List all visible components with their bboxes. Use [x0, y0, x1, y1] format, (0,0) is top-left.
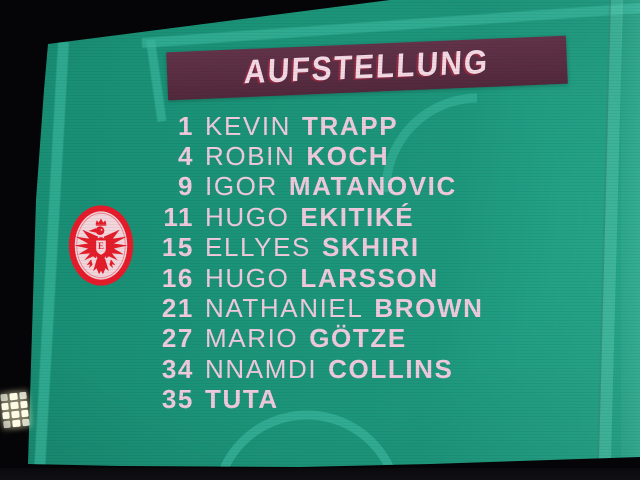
player-last-name: TUTA — [205, 384, 279, 415]
player-number: 35 — [161, 384, 194, 415]
player-first-name: MARIO — [205, 323, 299, 354]
player-last-name: COLLINS — [328, 353, 454, 384]
player-row: 9 IGOR MATANOVIC — [150, 171, 483, 202]
player-row: 35 TUTA — [150, 384, 483, 415]
player-last-name: GÖTZE — [309, 323, 407, 354]
player-number: 27 — [161, 323, 194, 354]
player-row: 1 KEVIN TRAPP — [150, 111, 483, 141]
player-last-name: LARSSON — [300, 262, 439, 293]
player-number: 4 — [177, 141, 194, 172]
player-number: 15 — [161, 232, 194, 263]
arena-floor — [0, 468, 640, 480]
player-first-name: ELLYES — [205, 232, 311, 263]
player-row: 34 NNAMDI COLLINS — [150, 354, 483, 384]
player-number: 34 — [161, 353, 194, 384]
lineup-list: 1 KEVIN TRAPP 4 ROBIN KOCH 9 IGOR MATANO… — [150, 111, 483, 415]
pitch-sideline-graphic — [34, 41, 69, 466]
player-first-name: IGOR — [205, 171, 278, 202]
player-number: 21 — [161, 293, 194, 324]
player-first-name: HUGO — [205, 262, 290, 293]
player-number: 9 — [177, 171, 194, 202]
lineup-banner: AUFSTELLUNG — [166, 35, 568, 101]
player-row: 15 ELLYES SKHIRI — [150, 232, 483, 263]
player-number: 11 — [163, 201, 194, 232]
lineup-title: AUFSTELLUNG — [243, 43, 491, 92]
player-last-name: SKHIRI — [321, 232, 420, 263]
player-last-name: KOCH — [306, 141, 390, 172]
player-first-name: NNAMDI — [205, 353, 318, 384]
screen-panel-seam — [596, 0, 623, 467]
eagle-silhouette — [74, 218, 128, 275]
player-first-name: ROBIN — [205, 141, 296, 172]
player-row: 16 HUGO LARSSON — [150, 263, 483, 293]
player-row: 11 HUGO EKITIKÉ — [150, 202, 483, 232]
player-row: 21 NATHANIEL BROWN — [150, 293, 483, 323]
pitch-touchline-graphic — [141, 3, 640, 48]
floodlight-icon — [0, 391, 30, 429]
player-row: 27 MARIO GÖTZE — [150, 323, 483, 354]
eintracht-frankfurt-eagle-crest-icon: E — [68, 205, 134, 286]
player-last-name: BROWN — [374, 293, 484, 324]
player-first-name: KEVIN — [205, 110, 292, 141]
player-first-name: HUGO — [205, 201, 290, 232]
player-first-name: NATHANIEL — [205, 293, 364, 324]
player-row: 4 ROBIN KOCH — [150, 141, 483, 171]
player-last-name: MATANOVIC — [288, 171, 457, 202]
screen-right-glow — [621, 0, 640, 466]
pitch-box-line-graphic — [146, 39, 167, 122]
player-number: 1 — [177, 110, 194, 141]
player-last-name: EKITIKÉ — [300, 201, 415, 232]
player-number: 16 — [161, 262, 194, 293]
player-last-name: TRAPP — [302, 110, 399, 141]
crest-shield-letter: E — [98, 241, 104, 251]
